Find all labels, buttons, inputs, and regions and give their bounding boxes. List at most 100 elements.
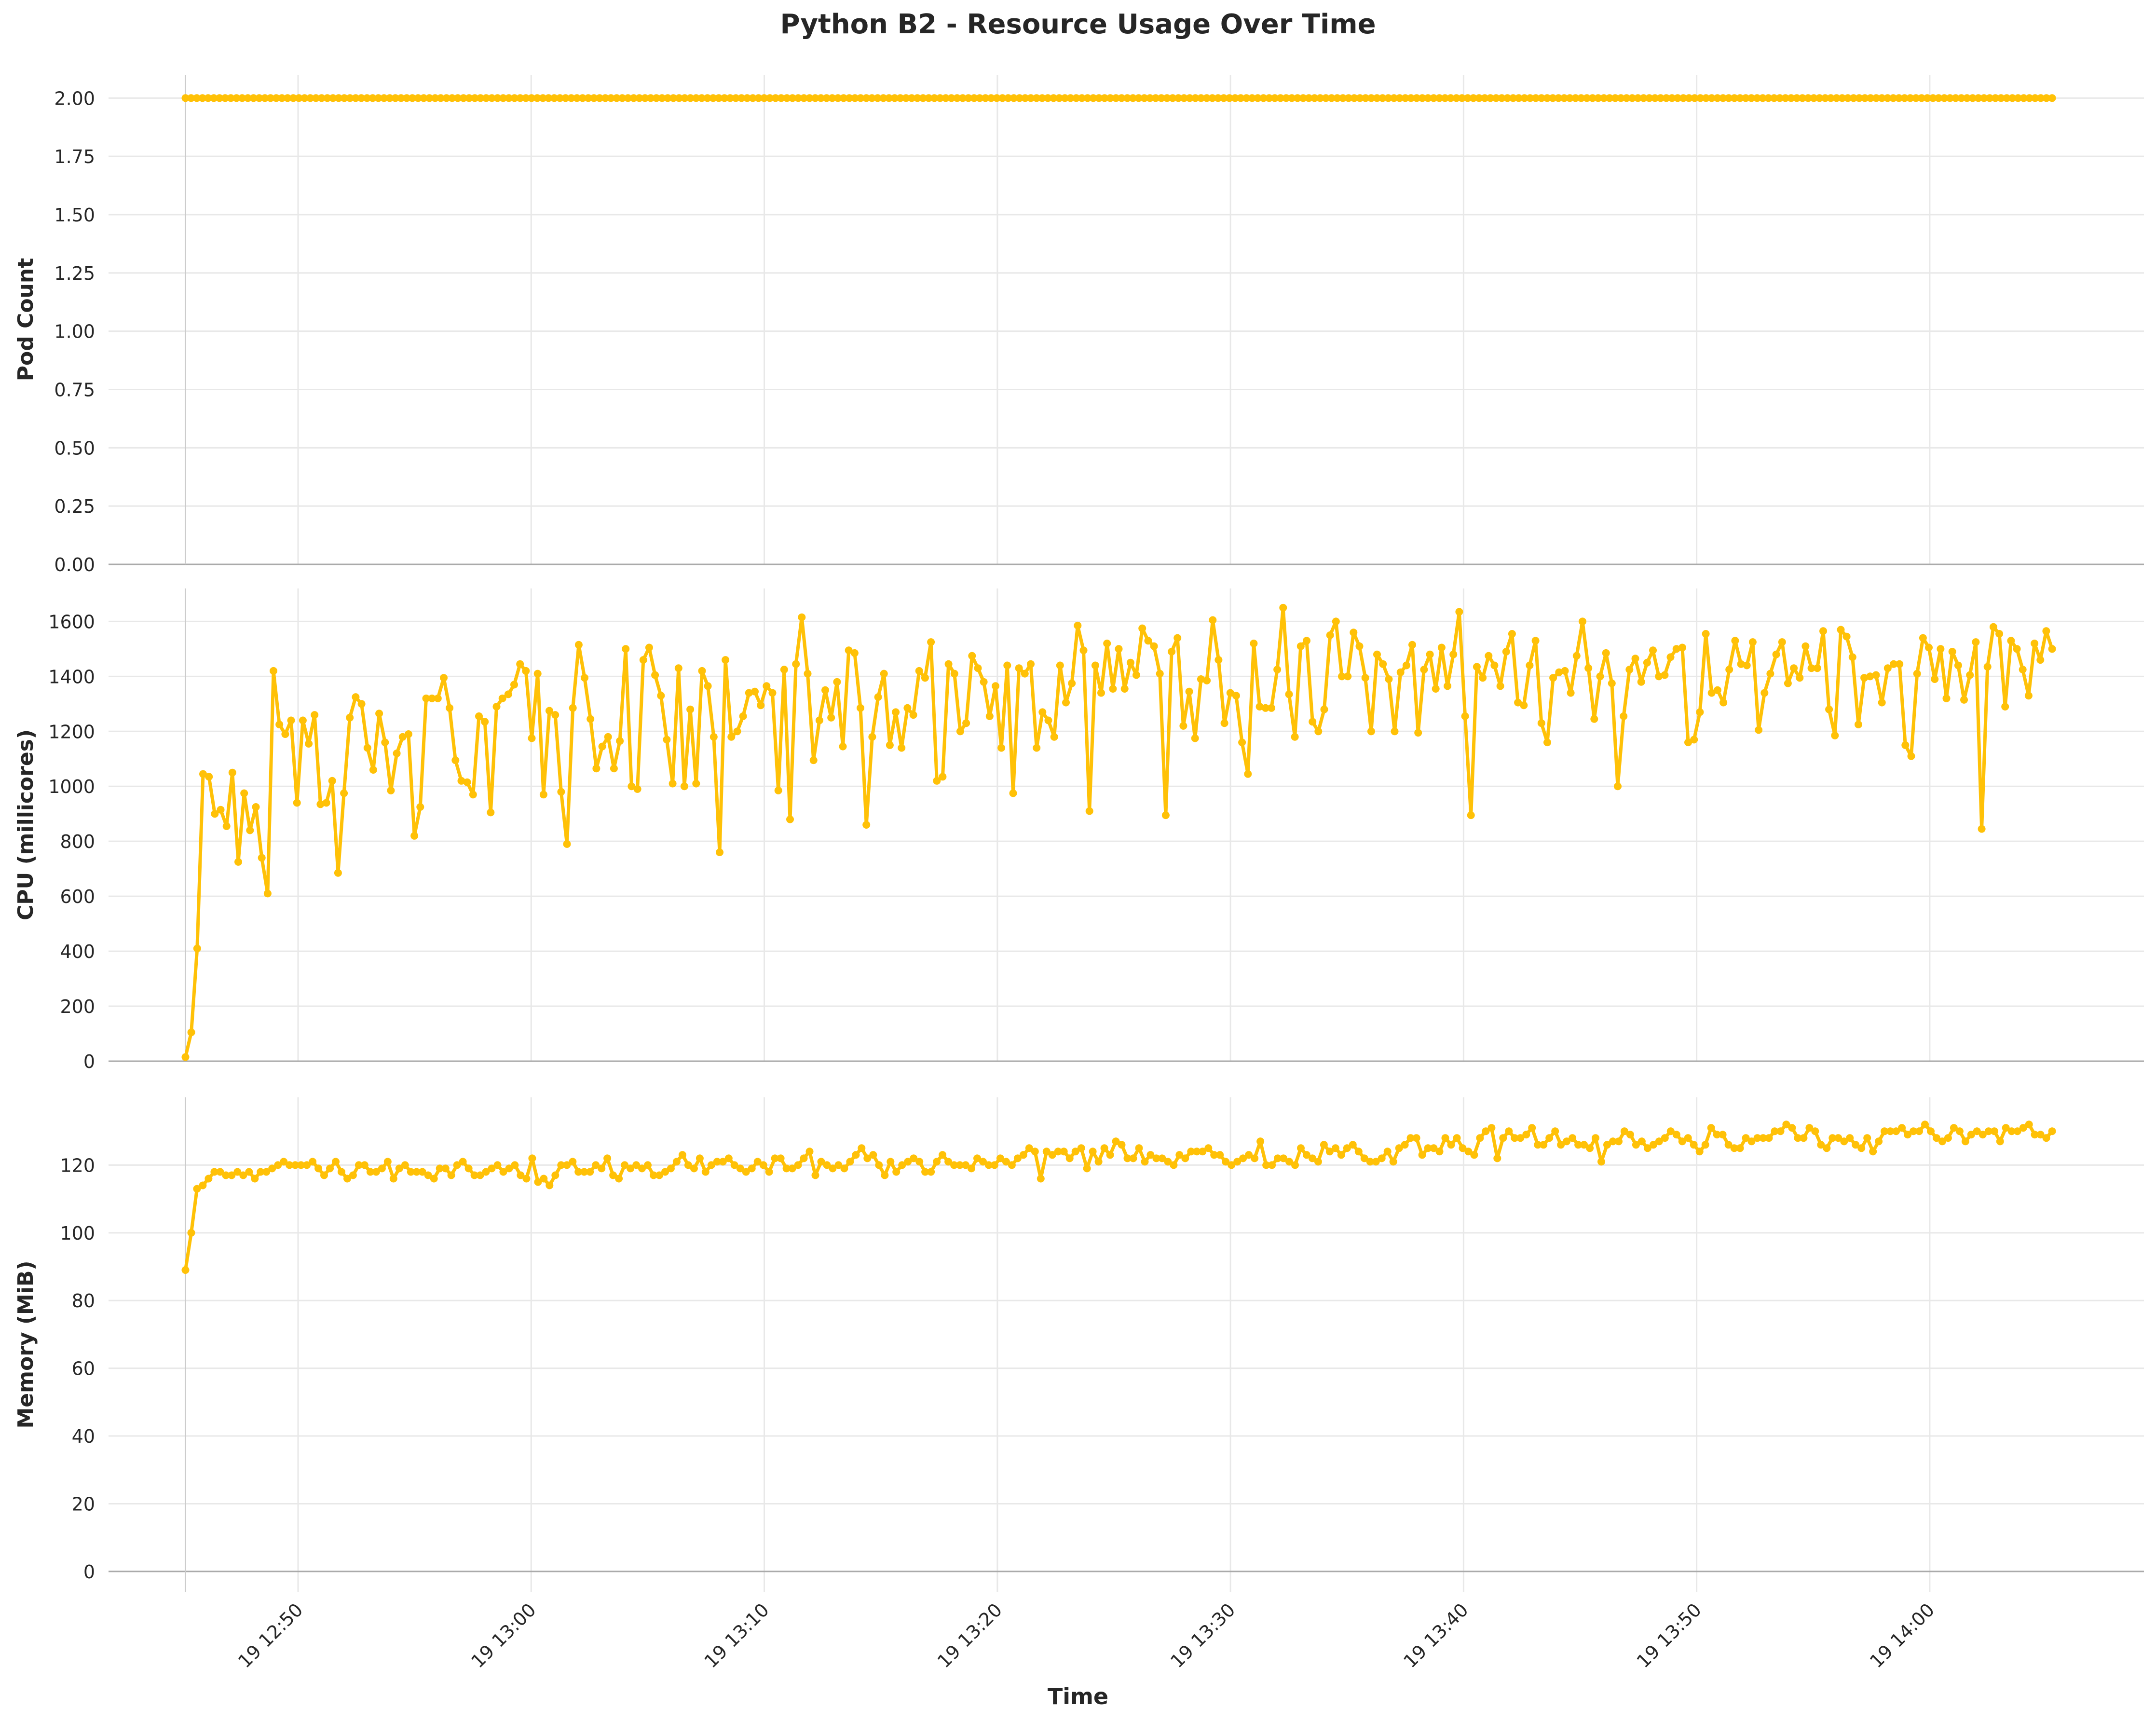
data-point <box>1645 94 1653 102</box>
data-point <box>737 94 746 102</box>
data-point <box>892 1168 901 1176</box>
data-point <box>2042 94 2050 102</box>
data-point <box>1174 634 1182 642</box>
data-point <box>1759 94 1767 102</box>
data-point <box>1208 94 1216 102</box>
data-point <box>1631 655 1639 663</box>
data-point <box>1957 94 1965 102</box>
data-point <box>1199 1148 1207 1156</box>
data-point <box>886 741 894 749</box>
data-point <box>2008 94 2017 102</box>
data-point <box>1191 734 1199 742</box>
data-point <box>366 1168 374 1176</box>
data-point <box>563 1161 571 1169</box>
data-point <box>441 1164 450 1173</box>
data-point <box>641 94 649 102</box>
data-point <box>1900 94 1909 102</box>
data-point <box>1339 94 1347 102</box>
data-point <box>628 782 636 791</box>
data-point <box>545 94 553 102</box>
data-point <box>1299 94 1307 102</box>
data-point <box>511 1161 519 1169</box>
data-point <box>414 94 422 102</box>
data-point <box>1753 94 1761 102</box>
data-point <box>1271 94 1279 102</box>
data-point <box>696 1154 704 1162</box>
data-point <box>272 94 280 102</box>
data-point <box>615 1175 623 1183</box>
data-point <box>1447 1141 1455 1149</box>
data-point <box>1256 1137 1265 1146</box>
data-point <box>1487 1124 1496 1132</box>
data-point <box>425 94 434 102</box>
data-point <box>1516 1134 1525 1142</box>
data-point <box>1420 666 1428 674</box>
data-point <box>1384 94 1392 102</box>
data-point <box>1620 1127 1628 1135</box>
data-point <box>1661 671 1669 679</box>
data-point <box>1543 738 1551 747</box>
data-point <box>947 94 955 102</box>
data-point <box>1770 94 1778 102</box>
data-point <box>251 1175 259 1183</box>
data-point <box>1186 94 1194 102</box>
data-point <box>1707 1124 1715 1132</box>
data-point <box>1625 666 1634 674</box>
data-point <box>1572 652 1581 660</box>
data-point <box>1033 744 1041 752</box>
y-tick-label: 200 <box>60 996 95 1017</box>
data-point <box>1776 94 1784 102</box>
data-point <box>278 94 286 102</box>
data-point <box>1467 811 1475 820</box>
data-point <box>1464 94 1472 102</box>
data-point <box>1937 645 1945 653</box>
data-point <box>244 94 252 102</box>
data-point <box>499 1168 507 1176</box>
data-point <box>528 94 535 102</box>
data-point <box>1549 674 1557 682</box>
data-point <box>2019 666 2027 674</box>
data-point <box>1831 731 1839 739</box>
data-point <box>2031 94 2039 102</box>
data-point <box>2037 94 2045 102</box>
data-point <box>1338 672 1346 681</box>
data-point <box>1579 617 1586 626</box>
data-point <box>550 94 559 102</box>
data-point <box>845 94 853 102</box>
data-point <box>386 94 394 102</box>
data-point <box>817 1158 825 1166</box>
data-point <box>1350 629 1358 637</box>
data-point <box>1050 733 1058 741</box>
data-point <box>533 94 541 102</box>
data-point <box>1863 1134 1871 1142</box>
data-point <box>927 638 935 646</box>
data-point <box>1509 94 1517 102</box>
data-point <box>1414 729 1422 737</box>
data-point <box>1037 1175 1045 1183</box>
data-point <box>305 739 313 748</box>
data-point <box>1402 661 1410 670</box>
data-point <box>647 94 655 102</box>
data-point <box>1083 94 1092 102</box>
data-point <box>1549 94 1557 102</box>
y-tick-label: 1.25 <box>54 263 95 284</box>
data-point <box>228 768 236 777</box>
data-point <box>618 94 627 102</box>
data-point <box>1401 94 1409 102</box>
data-point <box>1520 94 1528 102</box>
data-point <box>383 1158 392 1166</box>
data-point <box>1995 630 2004 638</box>
data-point <box>1696 94 1705 102</box>
data-point <box>299 716 307 724</box>
data-point <box>1666 1127 1675 1135</box>
data-point <box>580 1168 588 1176</box>
data-point <box>1261 704 1269 712</box>
data-point <box>187 1028 195 1037</box>
data-point <box>380 94 388 102</box>
data-point <box>1713 686 1721 694</box>
data-point <box>1185 687 1193 696</box>
data-point <box>1569 1134 1577 1142</box>
data-point <box>1805 1124 1814 1132</box>
data-point <box>765 1168 773 1176</box>
data-point <box>1649 1141 1657 1149</box>
